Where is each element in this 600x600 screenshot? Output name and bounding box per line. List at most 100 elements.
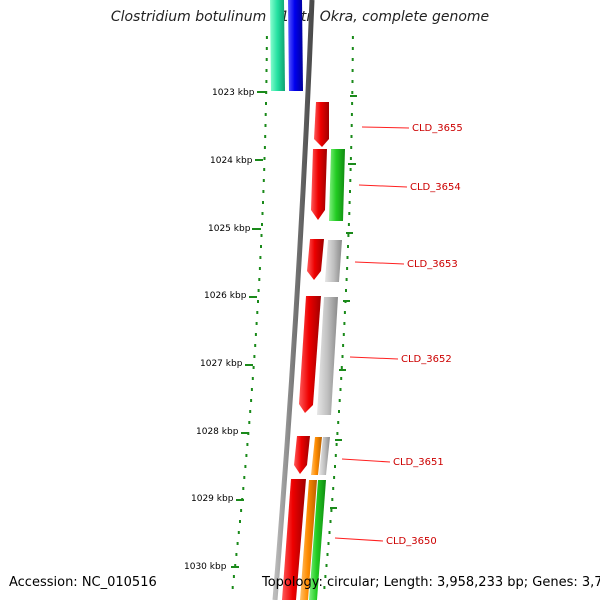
- ruler-dot: [345, 289, 347, 292]
- genome-summary-text: Topology: circular; Length: 3,958,233 bp…: [262, 575, 600, 590]
- ruler-dot: [239, 520, 241, 523]
- gray-feature-block-cld-3653[interactable]: [325, 240, 342, 282]
- gray-feature-block-cld-3651[interactable]: [319, 437, 330, 475]
- gene-leader-lines: [334, 126, 410, 542]
- gene-label-cld-3653[interactable]: CLD_3653: [407, 259, 458, 270]
- ruler-dot: [236, 542, 239, 545]
- right-ruler-ticks: [330, 95, 357, 509]
- ruler-dot: [342, 344, 345, 347]
- ruler-dot: [349, 179, 352, 182]
- ruler-dot: [333, 476, 336, 479]
- orange-feature-block-cld-3651[interactable]: [311, 437, 322, 475]
- ruler-dot: [325, 564, 328, 567]
- cds-arrow-cld-3652[interactable]: [299, 296, 321, 413]
- ruler-dot: [349, 168, 352, 171]
- ruler-dot: [264, 113, 267, 116]
- ruler-dot: [235, 553, 238, 556]
- ruler-dot: [265, 91, 268, 94]
- ruler-dot: [327, 542, 330, 545]
- teal-feature-block[interactable]: [270, 0, 285, 91]
- ruler-dot: [231, 586, 234, 589]
- ruler-dot: [237, 531, 240, 534]
- kbp-label-1024: 1024 kbp: [210, 156, 253, 166]
- ruler-dot: [341, 355, 344, 358]
- ruler-dot: [346, 267, 349, 270]
- orange-feature-block-cld-3650[interactable]: [300, 480, 317, 600]
- ruler-dot: [262, 179, 265, 182]
- ruler-dot: [334, 465, 336, 468]
- gene-label-cld-3655[interactable]: CLD_3655: [412, 123, 463, 134]
- ruler-dot: [336, 432, 339, 435]
- gene-label-cld-3650[interactable]: CLD_3650: [386, 536, 437, 547]
- cds-arrow-cld-3655[interactable]: [314, 102, 329, 147]
- ruler-dot: [350, 124, 353, 127]
- gene-label-cld-3652[interactable]: CLD_3652: [401, 354, 452, 365]
- cds-arrow-cld-3651[interactable]: [294, 436, 310, 474]
- ruler-dot: [351, 36, 354, 39]
- ruler-dot: [261, 212, 264, 215]
- ruler-dot: [343, 311, 346, 314]
- ruler-dot: [263, 146, 266, 149]
- ruler-dot: [242, 487, 245, 490]
- ruler-dot: [347, 245, 349, 248]
- ruler-dot: [351, 102, 354, 105]
- ruler-dot: [326, 553, 329, 556]
- green-feature-block-cld-3654[interactable]: [329, 149, 345, 221]
- ruler-dot: [251, 377, 254, 380]
- kbp-label-1030: 1030 kbp: [184, 562, 227, 572]
- blue-feature-block[interactable]: [288, 0, 303, 91]
- ruler-dot: [324, 575, 327, 578]
- ruler-dot: [257, 300, 259, 303]
- ruler-dot: [244, 465, 247, 468]
- ruler-dot: [323, 586, 326, 589]
- cds-arrow-cld-3650[interactable]: [282, 479, 306, 600]
- ruler-dot: [249, 410, 252, 413]
- ruler-dot: [232, 575, 235, 578]
- ruler-dot: [340, 377, 343, 380]
- ruler-dot: [243, 476, 246, 479]
- ruler-dot: [349, 157, 352, 160]
- kbp-label-1026: 1026 kbp: [204, 291, 247, 301]
- ruler-dot: [345, 278, 348, 281]
- ruler-dot: [329, 520, 332, 523]
- ruler-dot: [339, 388, 342, 391]
- gene-label-cld-3651[interactable]: CLD_3651: [393, 457, 444, 468]
- kbp-label-1023: 1023 kbp: [212, 88, 255, 98]
- ruler-dot: [250, 388, 253, 391]
- ruler-dot: [338, 399, 341, 402]
- ruler-dot: [264, 124, 267, 127]
- ruler-dot: [240, 509, 243, 512]
- cds-arrow-cld-3653[interactable]: [307, 239, 324, 280]
- ruler-dot: [265, 58, 268, 61]
- ruler-dot: [350, 135, 353, 138]
- kbp-label-1027: 1027 kbp: [200, 359, 243, 369]
- ruler-dot: [342, 333, 345, 336]
- ruler-dot: [265, 47, 268, 50]
- ruler-dot: [253, 355, 256, 358]
- ruler-dot: [351, 91, 354, 94]
- ruler-dot: [260, 245, 262, 248]
- ruler-dot: [260, 234, 263, 237]
- ruler-dot: [350, 113, 353, 116]
- ruler-dot: [348, 212, 351, 215]
- ruler-dot: [340, 366, 343, 369]
- ruler-dot: [248, 421, 251, 424]
- ruler-dot: [349, 190, 351, 193]
- ruler-dot: [338, 410, 340, 413]
- ruler-dot: [343, 322, 346, 325]
- ruler-dot: [255, 322, 258, 325]
- ruler-dot: [351, 69, 354, 72]
- ruler-dot: [250, 399, 253, 402]
- ruler-dot: [328, 531, 331, 534]
- ruler-dot: [330, 509, 333, 512]
- cds-arrow-cld-3654[interactable]: [311, 149, 327, 220]
- gray-feature-block-cld-3652[interactable]: [317, 297, 338, 415]
- kbp-label-1028: 1028 kbp: [196, 427, 239, 437]
- ruler-dot: [265, 36, 268, 39]
- gene-label-cld-3654[interactable]: CLD_3654: [410, 182, 461, 193]
- ruler-dot: [262, 190, 265, 193]
- ruler-dot: [334, 454, 337, 457]
- ruler-dot: [257, 289, 260, 292]
- green-feature-block-cld-3650[interactable]: [309, 480, 326, 600]
